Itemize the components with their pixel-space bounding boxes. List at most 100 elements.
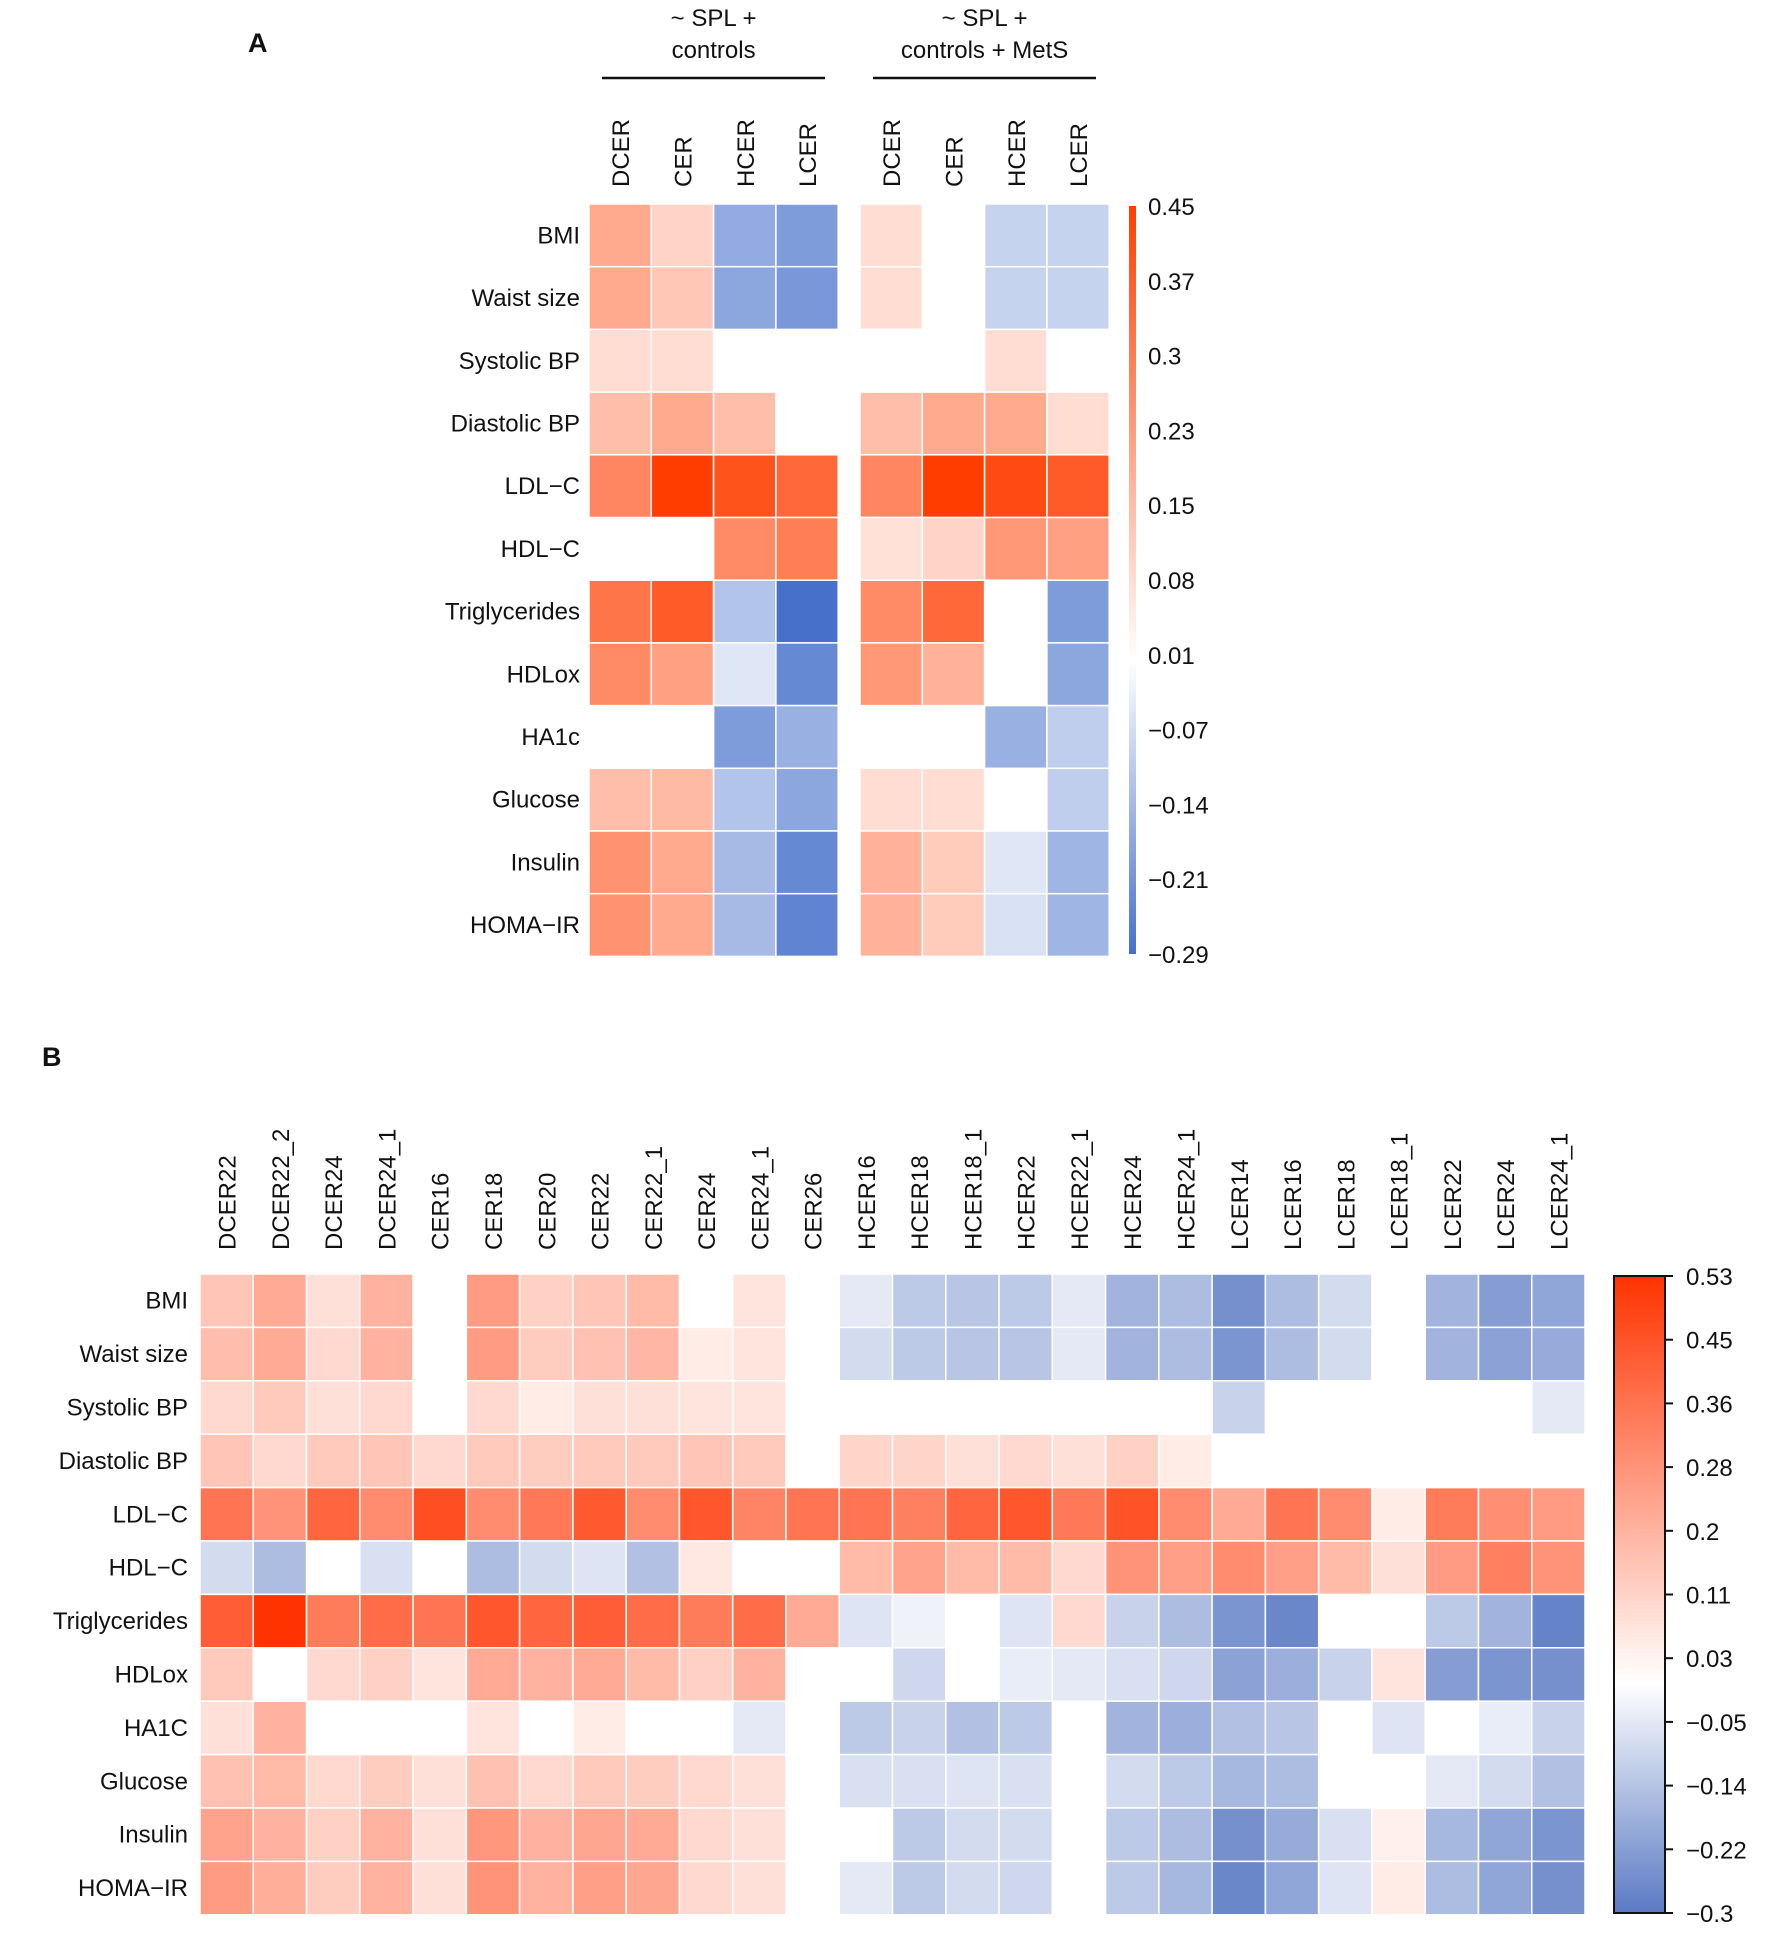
heatmap-cell <box>252 1326 308 1382</box>
heatmap-cell <box>1158 1753 1213 1809</box>
heatmap-cell <box>859 767 924 832</box>
heatmap-cell <box>1211 1540 1267 1596</box>
column-label: LCER18 <box>1333 1159 1360 1250</box>
heatmap-cell <box>1317 1807 1373 1863</box>
heatmap-cell <box>1046 516 1110 581</box>
heatmap-cell <box>921 767 986 832</box>
heatmap-cell <box>731 1433 787 1489</box>
heatmap-cell <box>359 1860 414 1916</box>
heatmap-cell <box>838 1700 894 1756</box>
heatmap-cell <box>1264 1753 1320 1809</box>
heatmap-cell <box>625 1540 681 1596</box>
heatmap-cell <box>1158 1486 1213 1542</box>
heatmap-cell <box>625 1380 681 1435</box>
heatmap-cell <box>412 1860 468 1916</box>
row-label: HOMA−IR <box>78 1875 188 1902</box>
heatmap-cell <box>1211 1753 1267 1809</box>
heatmap-cell <box>921 892 986 958</box>
column-label: CER <box>670 136 697 187</box>
colorbar-tick-label: 0.15 <box>1148 493 1195 520</box>
heatmap-cell <box>1477 1326 1533 1382</box>
heatmap-cell <box>731 1700 787 1756</box>
heatmap-cell <box>891 1647 947 1702</box>
heatmap-cell <box>588 203 653 268</box>
colorbar-tick-label: −0.22 <box>1686 1837 1747 1864</box>
heatmap-cell <box>1158 1273 1213 1329</box>
heatmap-cell <box>1051 1433 1107 1489</box>
heatmap-cell <box>650 265 715 331</box>
heatmap-cell <box>572 1807 627 1863</box>
heatmap-cell <box>1211 1486 1267 1542</box>
row-label: Systolic BP <box>459 348 580 375</box>
heatmap-cell <box>891 1593 947 1649</box>
row-label: BMI <box>537 222 580 249</box>
heatmap-cell <box>945 1326 1000 1382</box>
column-label: HCER24 <box>1120 1155 1147 1250</box>
heatmap-cell <box>252 1593 308 1649</box>
heatmap-cell <box>1317 1540 1373 1596</box>
heatmap-cell <box>921 454 986 519</box>
heatmap-cell <box>1371 1647 1426 1702</box>
group-title: controls + MetS <box>901 37 1068 64</box>
heatmap-cell <box>678 1486 734 1542</box>
heatmap-cell <box>891 1540 947 1596</box>
row-label: Diastolic BP <box>451 410 580 437</box>
heatmap-cell <box>1211 1807 1267 1863</box>
colorbar-tick-label: 0.08 <box>1148 568 1195 595</box>
heatmap-cell <box>518 1647 574 1702</box>
heatmap-cell <box>1211 1647 1267 1702</box>
heatmap-cell <box>1531 1753 1586 1809</box>
heatmap-cell <box>572 1380 627 1435</box>
heatmap-cell <box>1046 579 1110 644</box>
column-label: DCER22 <box>215 1155 242 1250</box>
heatmap-cell <box>998 1433 1054 1489</box>
heatmap-cell <box>1531 1540 1586 1596</box>
heatmap-cell <box>625 1273 681 1329</box>
group-title: ~ SPL + <box>671 5 757 32</box>
heatmap-cell <box>199 1540 255 1596</box>
heatmap-cell <box>572 1700 627 1756</box>
heatmap-cell <box>359 1486 414 1542</box>
colorbar-tick-label: 0.53 <box>1686 1264 1733 1291</box>
heatmap-cell <box>572 1486 627 1542</box>
heatmap-cell <box>859 579 924 644</box>
column-label: LCER24 <box>1493 1159 1520 1250</box>
heatmap-cell <box>983 265 1048 331</box>
row-label: Glucose <box>492 787 580 814</box>
heatmap-cell <box>1046 391 1110 456</box>
heatmap-cell <box>465 1860 521 1916</box>
heatmap-cell <box>921 516 986 581</box>
heatmap-cell <box>891 1860 947 1916</box>
colorbar <box>1613 1275 1666 1914</box>
heatmap-cell <box>650 203 715 268</box>
heatmap-cell <box>1046 704 1110 770</box>
heatmap-cell <box>1051 1647 1107 1702</box>
heatmap-cell <box>678 1753 734 1809</box>
heatmap-cell <box>1158 1540 1213 1596</box>
heatmap-cell <box>712 642 777 707</box>
heatmap-cell <box>1317 1273 1373 1329</box>
heatmap-cell <box>998 1700 1054 1756</box>
heatmap-cell <box>650 328 715 393</box>
heatmap-cell <box>199 1486 255 1542</box>
heatmap-cell <box>1046 892 1110 958</box>
row-label: Insulin <box>119 1822 188 1849</box>
colorbar-tick-label: −0.14 <box>1686 1774 1747 1801</box>
heatmap-cell <box>891 1433 947 1489</box>
heatmap-cell <box>1424 1540 1480 1596</box>
heatmap-cell <box>712 830 777 895</box>
colorbar-tick-label: −0.07 <box>1148 718 1209 745</box>
heatmap-cell <box>1531 1807 1586 1863</box>
heatmap-cell <box>650 892 715 958</box>
heatmap-cell <box>625 1486 681 1542</box>
heatmap-cell <box>998 1807 1054 1863</box>
heatmap-cell <box>305 1753 361 1809</box>
heatmap-cell <box>518 1326 574 1382</box>
heatmap-cell <box>588 265 653 331</box>
heatmap-cell <box>518 1433 574 1489</box>
colorbar-tick-label: 0.03 <box>1686 1646 1733 1673</box>
column-label: CER18 <box>481 1173 508 1250</box>
heatmap-cell <box>625 1860 681 1916</box>
heatmap-cell <box>465 1380 521 1435</box>
column-label: DCER22_2 <box>268 1129 295 1250</box>
